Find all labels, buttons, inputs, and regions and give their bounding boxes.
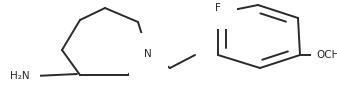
Text: H₂N: H₂N [10,71,30,81]
Text: N: N [144,49,152,59]
Text: OCH₃: OCH₃ [316,50,337,60]
Text: F: F [215,3,221,13]
